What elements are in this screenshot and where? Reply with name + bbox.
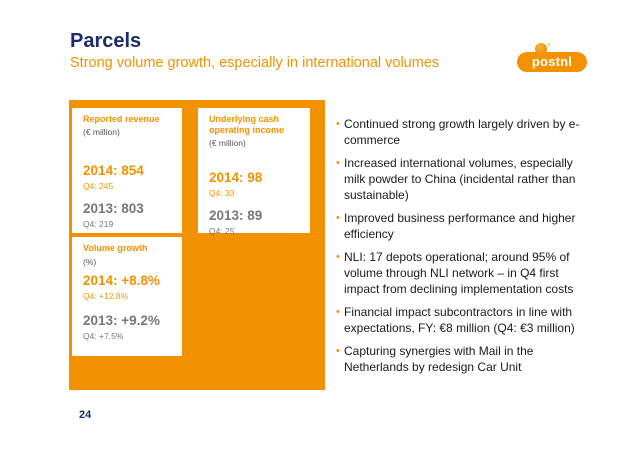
postnl-logo: ✦ postnl: [513, 40, 588, 74]
bullet-dot-icon: •: [336, 345, 340, 357]
revenue-label: Reported revenue: [83, 114, 160, 124]
bullet-dot-icon: •: [336, 306, 340, 318]
volume-growth-2013-q4: Q4: +7.5%: [83, 331, 124, 341]
cash-income-2013-value: 2013: 89: [209, 208, 263, 223]
volume-growth-2013-value: 2013: +9.2%: [83, 313, 160, 328]
page-number: 24: [79, 409, 92, 421]
bullet-text: Capturing synergies with Mail in the Net…: [344, 344, 534, 374]
volume-growth-unit: (%): [83, 257, 97, 267]
bullet-text: Continued strong growth largely driven b…: [344, 117, 580, 147]
kpi-panel: Reported revenue (€ million) 2014: 854 Q…: [69, 100, 325, 390]
logo-text: postnl: [517, 52, 587, 72]
revenue-2013-value: 2013: 803: [83, 201, 144, 216]
bullet-text: Increased international volumes, especia…: [344, 156, 576, 202]
cash-income-2013-q4: Q4: 25: [209, 226, 235, 236]
volume-growth-card: Volume growth (%) 2014: +8.8% Q4: +12.8%…: [72, 237, 182, 356]
bullet-dot-icon: •: [336, 118, 340, 130]
bullet-item: • Continued strong growth largely driven …: [336, 116, 581, 148]
bullet-text: NLI: 17 depots operational; around 95% o…: [344, 250, 574, 296]
cash-income-2014-q4: Q4: 33: [209, 188, 235, 198]
bullet-item: • Improved business performance and highe…: [336, 210, 581, 242]
bullet-item: • Capturing synergies with Mail in the Ne…: [336, 343, 581, 375]
revenue-2014-value: 2014: 854: [83, 163, 144, 178]
volume-growth-label: Volume growth: [83, 243, 148, 253]
bullet-list: • Continued strong growth largely driven …: [336, 116, 581, 382]
cash-income-2014-value: 2014: 98: [209, 170, 263, 185]
cash-income-unit: (€ million): [209, 138, 246, 148]
bullet-text: Improved business performance and higher…: [344, 211, 576, 241]
cash-income-label-line1: Underlying cash: [209, 114, 280, 124]
revenue-card: Reported revenue (€ million) 2014: 854 Q…: [72, 108, 182, 233]
bullet-item: • Financial impact subcontractors in line…: [336, 304, 581, 336]
bullet-item: • Increased international volumes, especi…: [336, 155, 581, 203]
bullet-dot-icon: •: [336, 212, 340, 224]
bullet-text: Financial impact subcontractors in line …: [344, 305, 575, 335]
cash-income-label-line2: operating income: [209, 125, 285, 135]
logo-sparkle-icon: ✦: [546, 42, 552, 49]
revenue-2014-q4: Q4: 245: [83, 181, 114, 191]
revenue-unit: (€ million): [83, 127, 120, 137]
bullet-dot-icon: •: [336, 157, 340, 169]
volume-growth-2014-value: 2014: +8.8%: [83, 273, 160, 288]
page-title: Parcels: [70, 30, 142, 52]
revenue-2013-q4: Q4: 219: [83, 219, 114, 229]
bullet-item: • NLI: 17 depots operational; around 95% …: [336, 249, 581, 297]
bullet-dot-icon: •: [336, 251, 340, 263]
volume-growth-2014-q4: Q4: +12.8%: [83, 291, 129, 301]
page-subtitle: Strong volume growth, especially in inte…: [70, 55, 440, 71]
cash-income-card: Underlying cash operating income (€ mill…: [198, 108, 310, 236]
